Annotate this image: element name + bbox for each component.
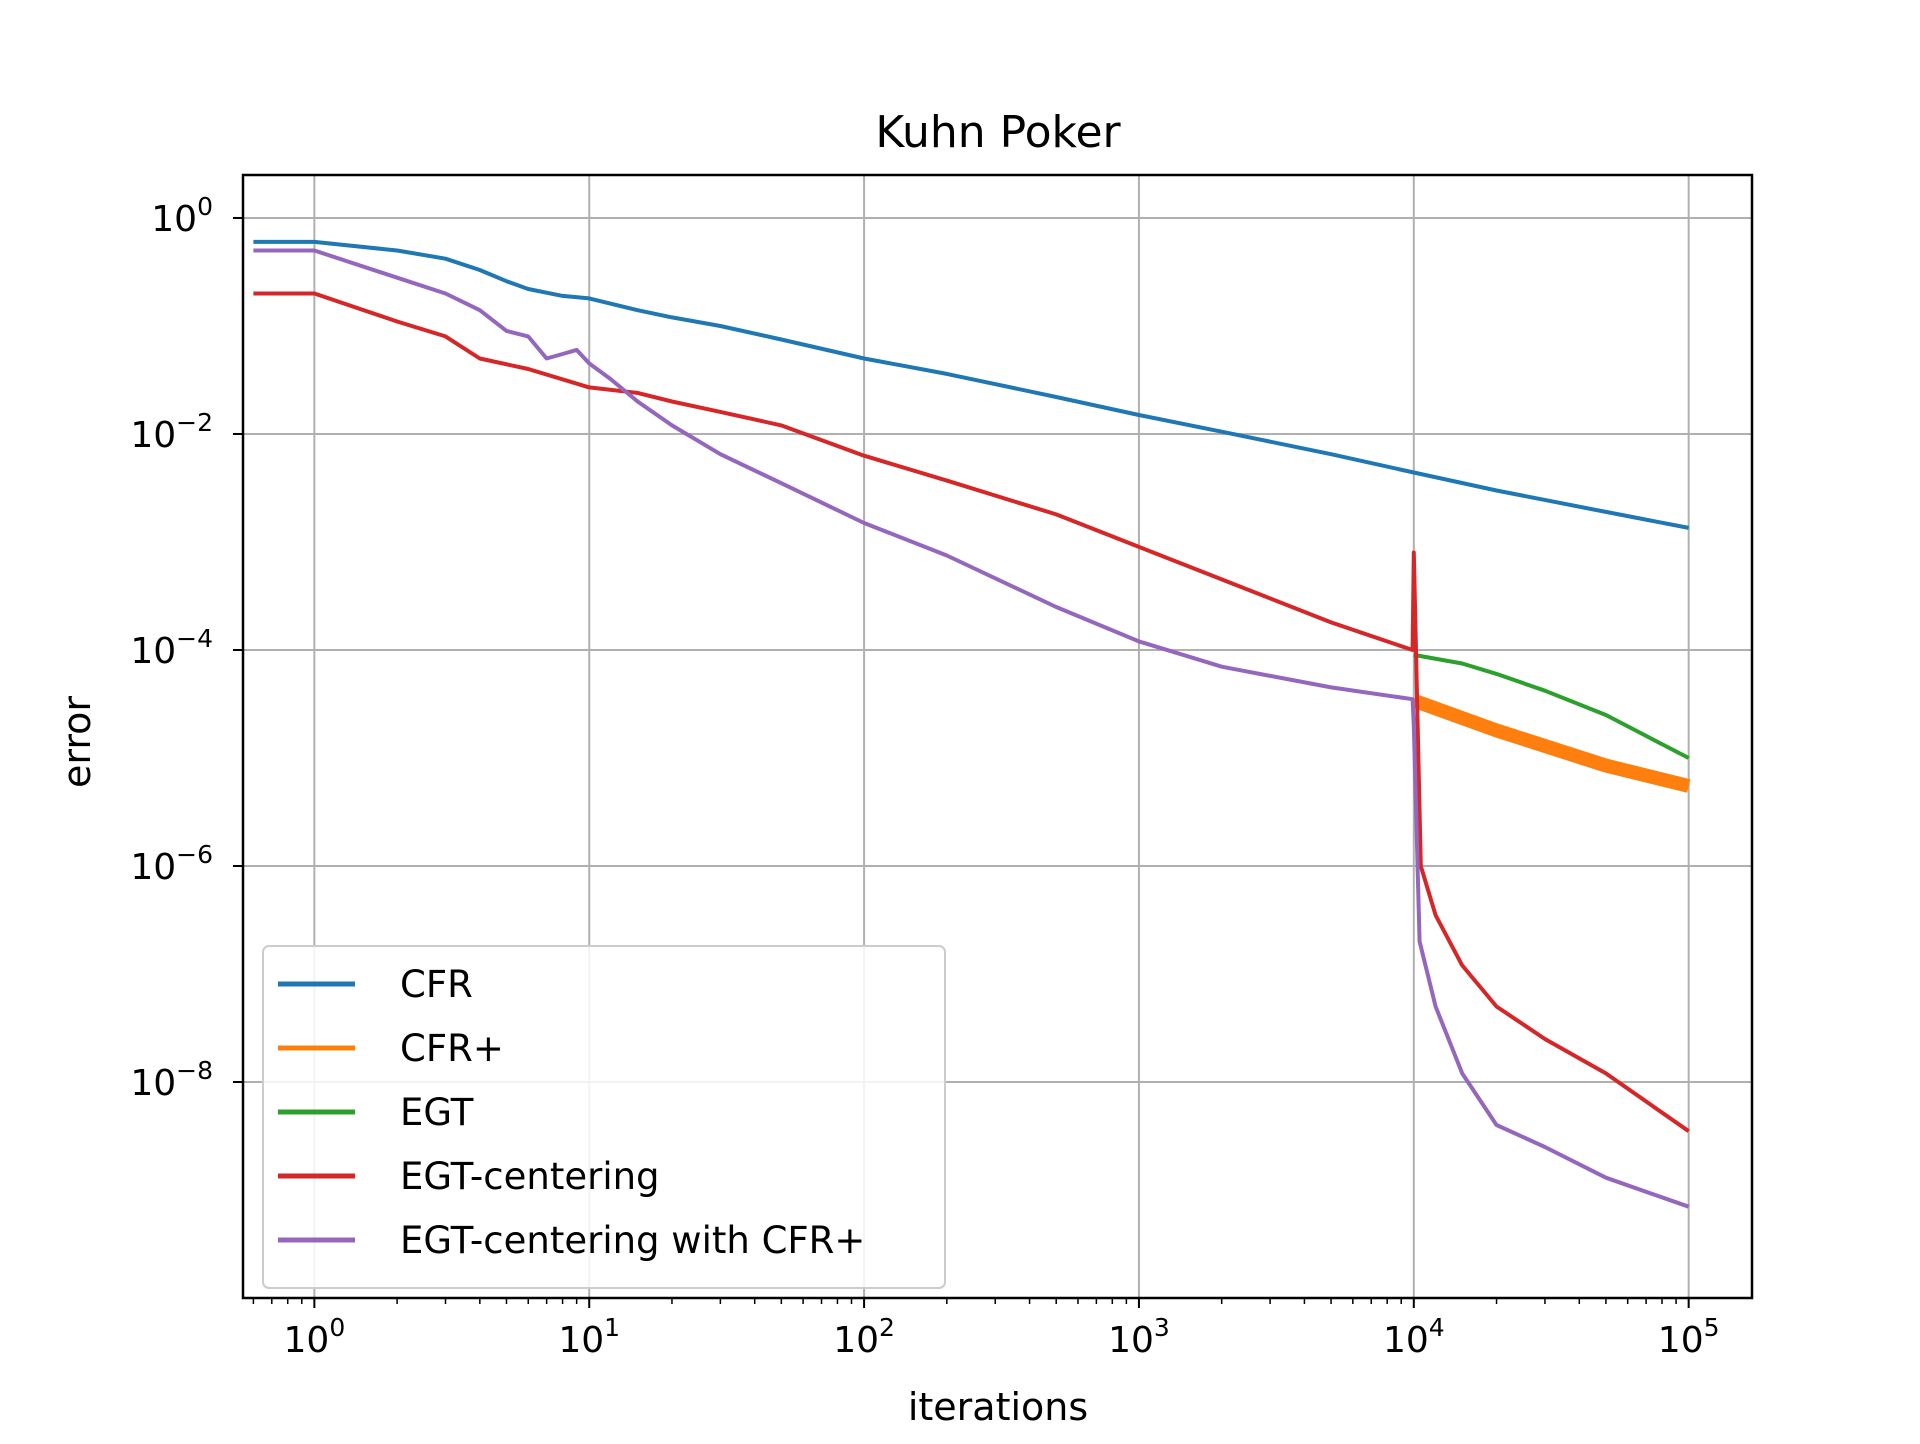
y-tick-label-2: 10−4	[130, 624, 213, 672]
x-tick-label-3: 103	[1108, 1313, 1170, 1361]
legend-label-4: EGT-centering with CFR+	[400, 1219, 865, 1262]
series-line-0	[253, 239, 1690, 530]
y-tick-label-4: 10−8	[130, 1056, 213, 1104]
legend-label-0: CFR	[400, 963, 473, 1006]
grid	[243, 175, 1752, 1298]
plot-frame	[241, 173, 1754, 1300]
legend-label-3: EGT-centering	[400, 1155, 660, 1198]
legend-box	[262, 945, 946, 1289]
y-tick-label-1: 10−2	[130, 408, 213, 456]
plot-series	[253, 239, 1691, 1209]
series-line-3	[253, 291, 1690, 1133]
x-tick-label-2: 102	[833, 1313, 895, 1361]
x-tick-label-5: 105	[1658, 1313, 1720, 1361]
legend-label-2: EGT	[400, 1091, 474, 1134]
y-tick-label-3: 10−6	[130, 840, 213, 888]
series-line-4	[253, 248, 1690, 1209]
series-line-1	[1411, 694, 1691, 793]
legend-label-1: CFR+	[400, 1027, 504, 1070]
series-line-2	[1413, 652, 1690, 760]
y-axis-label: error	[55, 696, 99, 788]
legend: CFR CFR+ EGT EGT-centering EGT-centering wit…	[262, 945, 946, 1289]
axes: 100 101 102 103 104 105 100 10−2 10−4 10−6 10−8	[130, 173, 1754, 1361]
y-tick-label-0: 100	[151, 192, 213, 240]
x-axis-label: iterations	[908, 1385, 1088, 1429]
chart-title: Kuhn Poker	[875, 107, 1121, 158]
x-tick-label-4: 104	[1383, 1313, 1445, 1361]
x-tick-label-0: 100	[284, 1313, 346, 1361]
x-tick-label-1: 101	[558, 1313, 620, 1361]
